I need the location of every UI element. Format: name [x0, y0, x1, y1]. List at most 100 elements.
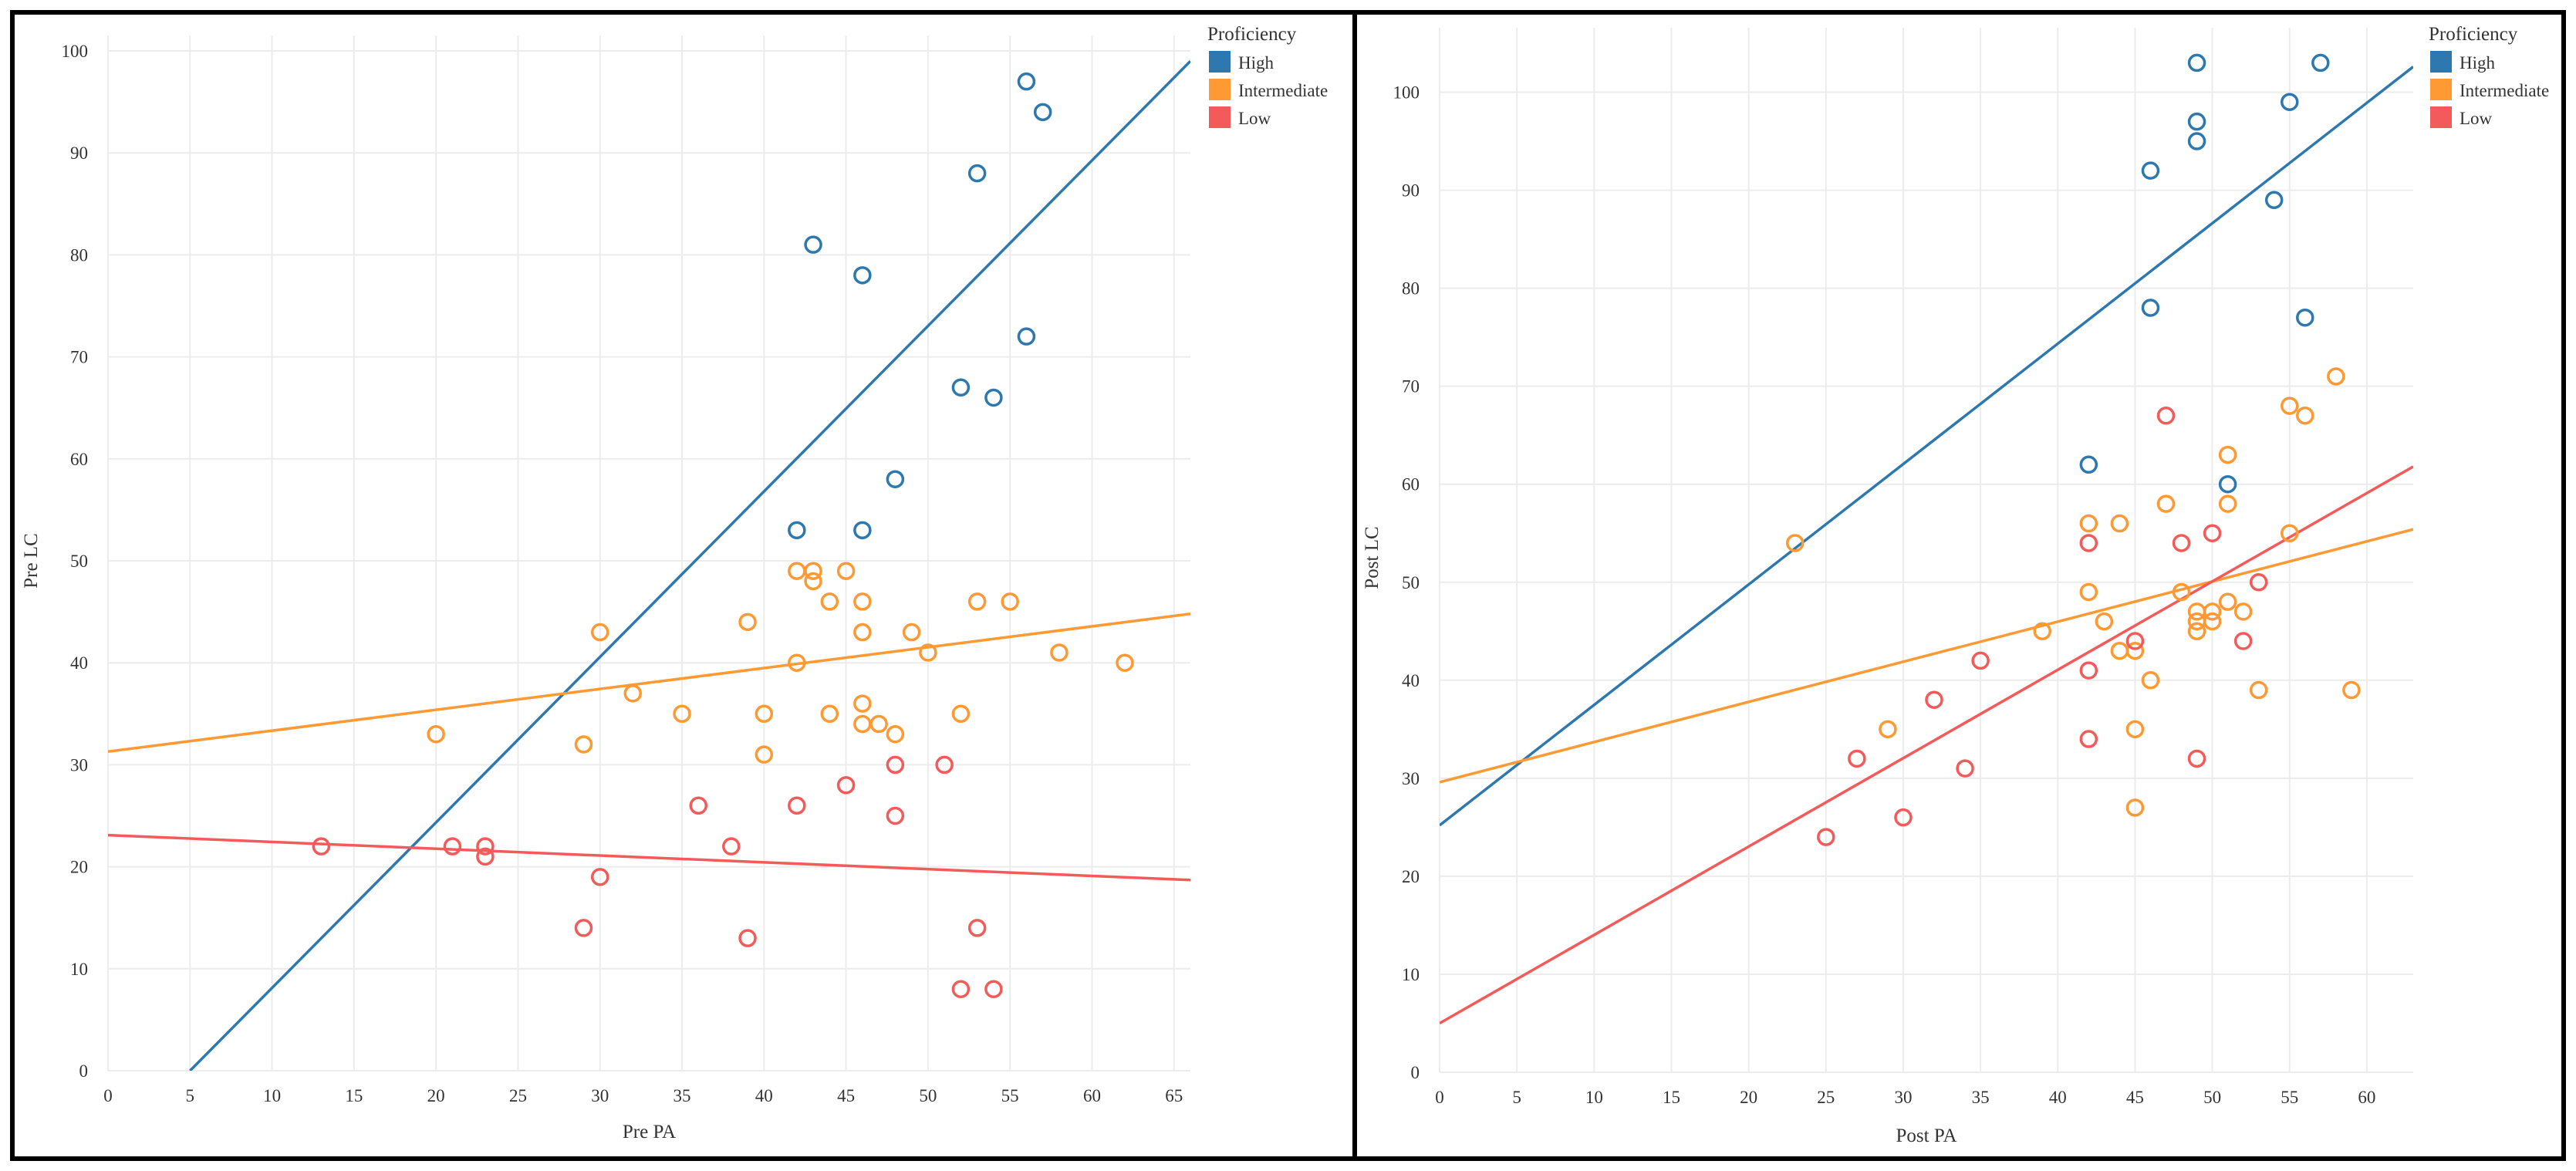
post-high-point: [2187, 132, 2206, 150]
post-intermediate-point: [2218, 592, 2237, 611]
post-low-point: [2172, 534, 2191, 552]
post-low-point: [2156, 407, 2176, 425]
pre-intermediate-point: [853, 623, 872, 642]
pre-x-tick-label: 35: [674, 1086, 691, 1105]
post-intermediate-points: [1785, 367, 2361, 817]
post-intermediate-point: [2218, 445, 2237, 464]
post-x-tick-label: 40: [2049, 1088, 2067, 1107]
post-high-point: [2141, 161, 2160, 180]
pre-intermediate-point: [1116, 653, 1134, 672]
post-x-tick-label: 25: [1817, 1088, 1835, 1107]
pre-y-tick-label: 60: [70, 450, 88, 469]
post-intermediate-point: [2280, 397, 2299, 415]
pre-legend-title: Proficiency: [1207, 24, 1297, 45]
pre-intermediate-point: [820, 704, 839, 724]
pre-x-tick-label: 30: [591, 1086, 609, 1105]
pre-intermediate-point: [623, 684, 642, 703]
post-low-point: [2187, 749, 2206, 768]
pre-low-point: [836, 776, 856, 795]
post-low-point: [2079, 730, 2098, 748]
post-y-tick-label: 30: [1402, 769, 1420, 788]
post-x-tick-label: 0: [1435, 1088, 1444, 1107]
post-intermediate-point: [2125, 720, 2145, 739]
pre-low-point: [574, 919, 593, 937]
pre-x-tick-label: 10: [263, 1086, 281, 1105]
post-y-tick-label: 60: [1402, 475, 1420, 494]
post-high-point: [2296, 308, 2314, 327]
pre-intermediate-point: [804, 572, 822, 591]
pre-legend-label-low: Low: [1238, 109, 1271, 128]
pre-high-fit-line: [189, 59, 1190, 1071]
post-high-points: [2079, 53, 2330, 494]
post-x-axis-label: Post PA: [1896, 1125, 1957, 1146]
post-low-point: [1894, 808, 1913, 827]
post-intermediate-point: [2079, 514, 2098, 533]
pre-x-tick-label: 5: [186, 1086, 195, 1105]
post-x-tick-label: 45: [2126, 1088, 2144, 1107]
post-intermediate-fit-line: [1440, 528, 2413, 784]
post-chart: 0 5 10 15 20 25 30 35 40 45 50 55 60 0 10 20 30 40 50 60 70 8…: [1362, 24, 2549, 1146]
post-x-tick-label: 35: [1972, 1088, 1990, 1107]
right-panel-border: [1352, 10, 2566, 1161]
pre-low-point: [689, 796, 708, 815]
pre-low-point: [951, 980, 971, 998]
post-low-point: [1971, 651, 1990, 670]
post-low-point: [2079, 661, 2098, 680]
post-y-tick-label: 90: [1402, 181, 1420, 201]
post-y-tick-label: 40: [1402, 671, 1420, 690]
pre-x-tick-label: 0: [103, 1086, 113, 1105]
post-y-axis-label: Post LC: [1362, 526, 1383, 589]
post-high-point: [2141, 299, 2160, 317]
pre-intermediate-point: [967, 592, 987, 611]
post-high-fit-line: [1440, 66, 2413, 827]
pre-intermediate-points: [427, 562, 1134, 764]
pre-low-point: [476, 837, 495, 855]
pre-legend-swatch-intermediate: [1209, 79, 1231, 100]
post-low-point: [2249, 573, 2268, 592]
post-intermediate-point: [2110, 514, 2129, 533]
pre-low-point: [984, 980, 1003, 998]
pre-x-tick-label: 15: [345, 1086, 363, 1105]
pre-y-tick-label: 100: [62, 42, 89, 61]
pre-y-tick-label: 50: [70, 552, 88, 571]
pre-low-point: [738, 929, 757, 947]
pre-intermediate-point: [804, 562, 822, 580]
post-legend-swatch-intermediate: [2430, 79, 2452, 100]
post-x-tick-label: 20: [1740, 1088, 1757, 1107]
pre-intermediate-point: [1001, 592, 1019, 611]
post-y-tick-label: 50: [1402, 573, 1420, 592]
pre-high-point: [853, 521, 872, 540]
post-x-tick-label: 5: [1512, 1088, 1521, 1107]
pre-legend-swatch-low: [1209, 106, 1231, 128]
pre-x-tick-label: 65: [1165, 1086, 1183, 1105]
pre-low-point: [935, 755, 954, 774]
post-legend-title: Proficiency: [2429, 24, 2518, 45]
pre-y-tick-label: 40: [70, 653, 88, 673]
pre-low-point: [590, 868, 609, 886]
post-low-point: [2233, 632, 2253, 650]
pre-low-points: [312, 755, 1003, 998]
post-intermediate-point: [2125, 641, 2145, 660]
post-intermediate-point: [2327, 367, 2345, 386]
post-intermediate-point: [2125, 798, 2145, 817]
pre-intermediate-point: [427, 724, 445, 744]
post-high-point: [2311, 53, 2330, 73]
post-legend-label-low: Low: [2460, 109, 2493, 128]
pre-intermediate-point: [755, 745, 774, 764]
pre-intermediate-point: [902, 623, 921, 642]
pre-high-point: [886, 470, 905, 488]
pre-legend-swatch-high: [1209, 51, 1231, 73]
pre-high-point: [853, 266, 872, 285]
post-high-point: [2280, 93, 2299, 111]
post-low-point: [1817, 828, 1835, 846]
pre-y-tick-label: 0: [79, 1061, 89, 1081]
pre-high-point: [1017, 327, 1036, 346]
post-legend: Proficiency High Intermediate Low: [2429, 24, 2549, 128]
pre-intermediate-point: [820, 592, 839, 611]
post-intermediate-point: [2095, 612, 2114, 631]
pre-low-point: [967, 919, 987, 937]
post-y-tick-label: 80: [1402, 279, 1420, 299]
pre-low-point: [886, 806, 905, 825]
pre-intermediate-point: [853, 694, 872, 713]
pre-intermediate-point: [738, 612, 757, 632]
